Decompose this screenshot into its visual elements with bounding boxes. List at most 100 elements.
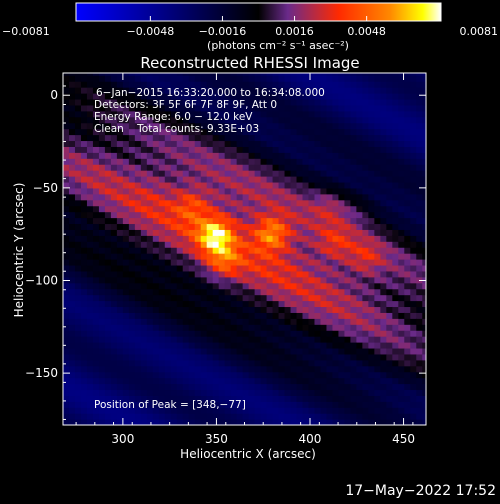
heatmap-cell <box>140 81 148 88</box>
heatmap-cell <box>404 347 411 355</box>
heatmap-cell <box>158 75 166 82</box>
heatmap-cell <box>356 353 363 361</box>
heatmap-cell <box>416 342 423 349</box>
heatmap-cell <box>194 181 202 189</box>
heatmap-cell <box>254 223 262 230</box>
heatmap-cell <box>104 87 112 94</box>
heatmap-cell <box>194 217 202 225</box>
heatmap-cell <box>176 164 184 171</box>
heatmap-cell <box>170 324 178 331</box>
heatmap-cell <box>63 259 70 266</box>
heatmap-cell <box>362 170 369 177</box>
heatmap-cell <box>110 324 118 331</box>
heatmap-cell <box>134 87 142 94</box>
heatmap-cell <box>272 365 280 373</box>
heatmap-cell <box>266 229 274 236</box>
heatmap-cell <box>122 73 130 76</box>
heatmap-cell <box>146 407 154 414</box>
heatmap-cell <box>326 347 334 355</box>
heatmap-cell <box>92 205 100 213</box>
heatmap-cell <box>98 389 106 396</box>
heatmap-cell <box>272 116 280 124</box>
heatmap-cell <box>350 359 357 367</box>
annotation-detectors: Detectors: 3F 5F 6F 7F 8F 9F, Att 0 <box>94 99 277 111</box>
heatmap-cell <box>63 104 70 112</box>
heatmap-cell <box>362 164 369 171</box>
heatmap-cell <box>278 164 286 171</box>
heatmap-cell <box>224 270 232 278</box>
heatmap-cell <box>218 395 226 402</box>
heatmap-cell <box>278 134 286 142</box>
heatmap-cell <box>308 75 316 82</box>
heatmap-cell <box>236 146 244 153</box>
heatmap-cell <box>188 93 196 100</box>
heatmap-cell <box>188 419 196 425</box>
heatmap-cell <box>266 342 274 349</box>
heatmap-cell <box>284 359 292 367</box>
heatmap-cell <box>290 407 298 414</box>
heatmap-cell <box>63 264 70 272</box>
heatmap-cell <box>104 128 112 136</box>
heatmap-cell <box>320 87 328 94</box>
heatmap-cell <box>230 377 238 385</box>
heatmap-cell <box>398 383 405 391</box>
heatmap-cell <box>188 318 196 325</box>
heatmap-cell <box>356 419 363 425</box>
heatmap-cell <box>380 342 387 349</box>
heatmap-cell <box>152 217 160 225</box>
heatmap-cell <box>146 241 154 248</box>
heatmap-cell <box>278 353 286 361</box>
heatmap-cell <box>80 330 88 337</box>
heatmap-cell <box>152 205 160 213</box>
heatmap-cell <box>326 128 334 136</box>
heatmap-cell <box>242 235 250 242</box>
heatmap-cell <box>344 306 352 313</box>
heatmap-cell <box>290 306 298 313</box>
heatmap-cell <box>242 140 250 147</box>
heatmap-cell <box>254 199 262 207</box>
heatmap-cell <box>98 347 106 355</box>
heatmap-cell <box>302 152 310 159</box>
heatmap-cell <box>296 306 304 313</box>
heatmap-cell <box>326 365 334 373</box>
heatmap-cell <box>110 377 118 385</box>
heatmap-cell <box>290 217 298 225</box>
heatmap-cell <box>194 401 202 408</box>
heatmap-cell <box>164 306 172 313</box>
heatmap-cell <box>248 413 256 420</box>
heatmap-cell <box>92 312 100 319</box>
heatmap-cell <box>248 300 256 308</box>
heatmap-cell <box>200 75 208 82</box>
heatmap-cell <box>128 104 136 112</box>
heatmap-cell <box>248 401 256 408</box>
heatmap-cell <box>278 110 286 118</box>
heatmap-cell <box>158 158 166 165</box>
heatmap-cell <box>320 176 328 183</box>
heatmap-cell <box>362 128 369 136</box>
heatmap-cell <box>104 98 112 106</box>
heatmap-cell <box>158 93 166 100</box>
heatmap-cell <box>392 389 399 396</box>
heatmap-cell <box>356 134 363 142</box>
heatmap-cell <box>206 134 214 142</box>
heatmap-cell <box>284 407 292 414</box>
heatmap-cell <box>350 413 357 420</box>
heatmap-cell <box>110 347 118 355</box>
heatmap-cell <box>68 419 76 425</box>
heatmap-cell <box>200 294 208 302</box>
heatmap-cell <box>398 81 405 88</box>
heatmap-cell <box>134 187 142 195</box>
heatmap-cell <box>266 383 274 391</box>
heatmap-cell <box>344 359 352 367</box>
heatmap-cell <box>206 377 214 385</box>
heatmap-cell <box>398 336 405 343</box>
heatmap-cell <box>206 223 214 230</box>
heatmap-cell <box>122 347 130 355</box>
heatmap-cell <box>248 336 256 343</box>
heatmap-cell <box>272 389 280 396</box>
heatmap-cell <box>104 205 112 213</box>
heatmap-cell <box>104 229 112 236</box>
heatmap-cell <box>182 211 190 219</box>
heatmap-cell <box>284 158 292 165</box>
heatmap-cell <box>152 104 160 112</box>
